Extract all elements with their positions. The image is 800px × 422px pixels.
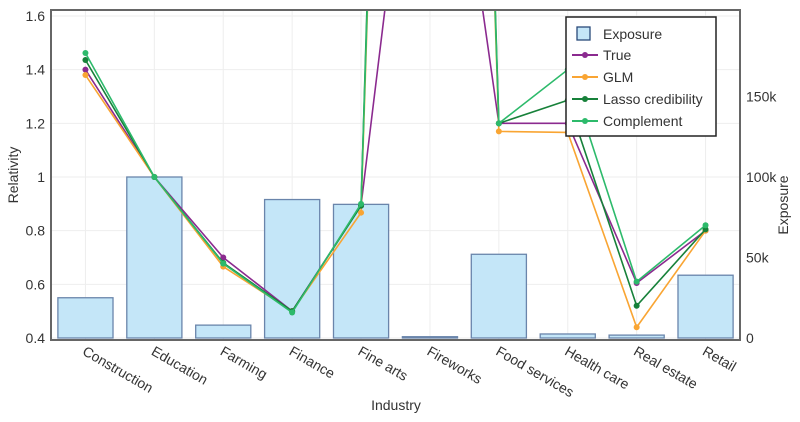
legend-marker <box>582 52 588 58</box>
y2-tick-label: 0 <box>746 330 754 346</box>
exposure-bar <box>195 324 252 339</box>
series-point <box>82 66 89 73</box>
legend-exposure-swatch <box>576 26 591 41</box>
y-tick-label: 1.4 <box>26 62 46 78</box>
x-tick-label: Real estate <box>631 343 701 392</box>
x-tick-label: Fine arts <box>356 343 411 384</box>
legend-label: GLM <box>603 69 633 85</box>
plot-frame <box>50 9 741 341</box>
series-point <box>82 50 89 57</box>
x-tick-label: Finance <box>287 343 338 382</box>
series-point <box>633 278 640 285</box>
y2-tick-label: 50k <box>746 250 770 266</box>
x-tick-label: Farming <box>218 343 270 383</box>
series-point <box>495 120 502 127</box>
y-axis-title: Relativity <box>5 147 21 204</box>
y-tick-label: 1 <box>37 169 45 185</box>
series-point <box>358 200 365 207</box>
legend-marker <box>582 74 588 80</box>
exposure-bar <box>608 334 665 339</box>
legend-marker <box>582 118 588 124</box>
y-tick-label: 0.6 <box>26 276 46 292</box>
series-point <box>82 57 89 64</box>
exposure-bar <box>126 176 183 339</box>
exposure-bar <box>263 198 321 339</box>
legend-label: True <box>603 47 631 63</box>
exposure-bar <box>401 336 459 339</box>
exposure-bar <box>332 203 390 339</box>
series-point <box>358 209 365 216</box>
exposure-bar <box>470 253 528 339</box>
legend-marker <box>582 96 588 102</box>
series-line-complement <box>84 10 707 314</box>
exposure-bar <box>539 333 596 339</box>
series-point <box>151 174 158 180</box>
y2-tick-label: 150k <box>746 89 777 105</box>
y2-axis-title: Exposure <box>775 175 791 234</box>
y-tick-label: 0.4 <box>26 330 46 346</box>
left-axis-ticks: 0.4 0.6 0.8 1 1.2 1.4 1.6 <box>26 8 46 346</box>
series-point <box>82 72 89 79</box>
series-point <box>633 324 640 331</box>
legend-label: Lasso credibility <box>603 91 703 107</box>
x-tick-label: Retail <box>700 343 739 375</box>
series-point <box>220 254 227 261</box>
y-tick-label: 1.6 <box>26 8 46 24</box>
legend: Exposure True GLM Lasso credibility Compleme… <box>565 16 717 137</box>
right-axis-ticks: 0 50k 100k 150k <box>746 89 777 347</box>
series-point <box>633 302 640 309</box>
series-lines <box>82 10 709 331</box>
series-point <box>495 128 502 135</box>
exposure-bar <box>677 274 734 339</box>
exposure-bar <box>57 297 114 339</box>
series-point <box>702 222 709 229</box>
x-tick-label: Fireworks <box>424 343 485 387</box>
x-tick-label: Construction <box>80 343 156 396</box>
y-tick-label: 1.2 <box>26 115 46 131</box>
y-tick-label: 0.8 <box>26 223 46 239</box>
legend-label: Exposure <box>603 26 662 42</box>
y2-tick-label: 100k <box>746 169 777 185</box>
x-axis-title: Industry <box>371 397 421 413</box>
series-line-glm <box>84 10 707 329</box>
series-point <box>289 309 296 316</box>
series-point <box>220 260 227 267</box>
x-tick-label: Education <box>149 343 211 388</box>
legend-label: Complement <box>603 113 682 129</box>
